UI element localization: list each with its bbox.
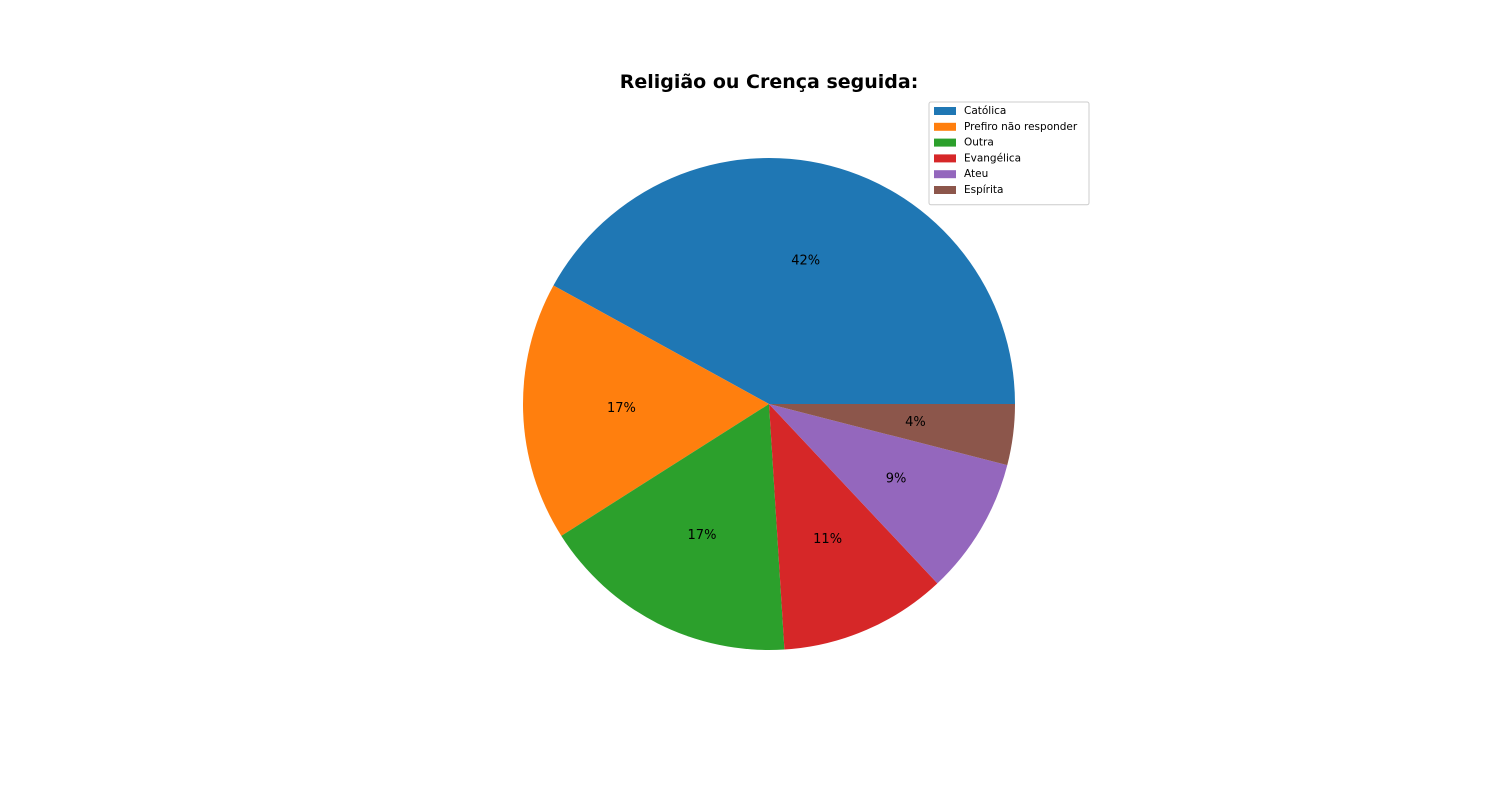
- pie-slice-prefiro-nao-responder: [522, 285, 769, 536]
- pct-label-prefiro-nao-responder: 17%: [607, 401, 636, 416]
- chart-title: Religião ou Crença seguida:: [620, 71, 919, 93]
- legend-swatch-evangelica: [934, 154, 956, 163]
- pie-slices: [522, 157, 1015, 650]
- pie-slice-catolica: [553, 157, 1015, 404]
- pct-label-catolica: 42%: [791, 254, 820, 269]
- legend-label-outra: Outra: [964, 137, 994, 149]
- pie-slice-evangelica: [769, 404, 938, 650]
- legend-label-prefiro-nao-responder: Prefiro não responder: [964, 121, 1078, 133]
- legend-swatch-outra: [934, 138, 956, 147]
- pie-slice-ateu: [769, 404, 1008, 584]
- pct-label-espirita: 4%: [905, 415, 926, 430]
- legend-label-ateu: Ateu: [964, 168, 988, 180]
- pie-slice-espirita: [769, 404, 1015, 466]
- legend-swatch-prefiro-nao-responder: [934, 122, 956, 131]
- pct-label-evangelica: 11%: [813, 532, 842, 547]
- legend-label-espirita: Espírita: [964, 184, 1003, 196]
- legend-label-evangelica: Evangélica: [964, 152, 1021, 164]
- pie-slice-outra: [561, 404, 785, 650]
- pct-label-outra: 17%: [688, 528, 717, 543]
- legend-frame: [928, 101, 1090, 206]
- legend-swatch-espirita: [934, 186, 956, 194]
- legend-swatch-ateu: [934, 170, 956, 179]
- percentage-labels: 42% 17% 17% 11% 9% 4%: [607, 254, 926, 547]
- legend-swatch-catolica: [934, 107, 956, 115]
- legend: Católica Prefiro não responder Outra Evangé…: [928, 101, 1090, 206]
- legend-label-catolica: Católica: [964, 105, 1006, 117]
- pct-label-ateu: 9%: [886, 472, 907, 487]
